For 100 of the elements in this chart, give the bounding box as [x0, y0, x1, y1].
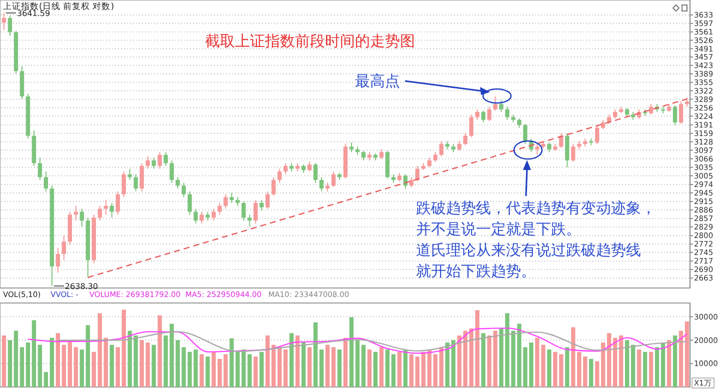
candlestick	[38, 157, 42, 180]
annotation: 最高点	[355, 72, 400, 90]
annotation: 2638.30	[64, 282, 98, 291]
candlestick	[8, 15, 12, 36]
candlestick	[307, 161, 312, 172]
bar	[660, 342, 666, 387]
candlestick	[487, 106, 492, 122]
bar	[565, 347, 570, 387]
bar	[601, 342, 606, 387]
bar	[391, 354, 396, 387]
candlestick	[313, 162, 318, 184]
bar	[397, 352, 402, 387]
bar	[619, 335, 624, 387]
candlestick	[463, 132, 468, 146]
annotation: 3641.59	[16, 8, 50, 18]
candlestick	[134, 174, 138, 192]
candlestick	[272, 176, 276, 196]
candlestick	[613, 108, 618, 120]
candlestick	[104, 200, 108, 216]
candlestick	[481, 110, 486, 123]
bar	[427, 350, 432, 387]
bar	[248, 354, 252, 387]
bar	[98, 313, 102, 387]
candlestick	[672, 104, 678, 126]
candlestick	[571, 143, 576, 162]
candlestick	[517, 118, 522, 128]
candlestick	[427, 157, 432, 168]
bar	[80, 350, 84, 387]
bar	[44, 372, 48, 387]
bar	[367, 350, 372, 387]
bar	[8, 340, 12, 387]
candlestick	[493, 96, 498, 112]
candlestick	[547, 142, 552, 153]
candlestick	[523, 123, 528, 144]
bar	[361, 344, 366, 387]
bar	[104, 338, 108, 387]
bar	[343, 338, 348, 387]
bar	[613, 338, 618, 387]
bar	[595, 361, 600, 387]
bar	[433, 354, 438, 387]
bar	[648, 352, 654, 387]
bar	[403, 350, 408, 387]
bar	[630, 344, 636, 387]
candlestick	[242, 200, 246, 222]
bar	[349, 317, 354, 387]
line-series	[57, 331, 688, 352]
candlestick	[248, 214, 252, 228]
candlestick	[409, 176, 414, 188]
bar	[325, 344, 330, 387]
candlestick	[176, 176, 180, 190]
bar	[421, 352, 426, 387]
candlestick	[152, 157, 156, 170]
candlestick	[194, 208, 198, 224]
bar	[415, 356, 420, 387]
candlestick	[505, 106, 510, 120]
candlestick	[44, 171, 48, 192]
candlestick	[499, 100, 504, 112]
candlestick	[331, 171, 336, 188]
candlestick	[128, 168, 132, 180]
bar	[38, 344, 42, 387]
bar	[379, 347, 384, 387]
candlestick	[116, 190, 120, 216]
bar	[86, 325, 90, 387]
candlestick	[110, 202, 114, 218]
candlestick	[475, 108, 480, 120]
candlestick	[624, 108, 630, 118]
candlestick	[80, 208, 84, 228]
bar	[110, 344, 114, 387]
bar	[260, 352, 264, 387]
candlestick	[158, 152, 162, 170]
candlestick	[559, 132, 564, 148]
bar	[666, 340, 672, 387]
bar	[68, 340, 72, 387]
candlestick	[260, 200, 264, 211]
candlestick	[439, 140, 444, 157]
bar	[2, 335, 6, 387]
candlestick	[62, 235, 66, 261]
candlestick	[535, 143, 540, 156]
annotation: 道氏理论从来没有说过跌破趋势线	[416, 241, 641, 259]
bar	[200, 354, 204, 387]
bar	[301, 342, 306, 387]
candlestick	[433, 152, 438, 162]
candlestick	[601, 119, 606, 130]
bar	[152, 344, 156, 387]
candlestick	[278, 168, 282, 184]
candlestick	[230, 192, 234, 204]
candlestick	[349, 142, 354, 153]
bar	[589, 358, 594, 387]
bar	[92, 352, 96, 387]
bar	[373, 352, 378, 387]
bar	[74, 347, 78, 387]
bar	[678, 330, 684, 387]
candlestick	[170, 160, 174, 184]
candlestick	[224, 194, 228, 210]
bar	[32, 320, 36, 387]
candlestick	[182, 182, 186, 198]
bar	[636, 350, 642, 387]
candlestick	[146, 156, 150, 170]
candlestick	[188, 190, 192, 216]
bar	[547, 350, 552, 387]
